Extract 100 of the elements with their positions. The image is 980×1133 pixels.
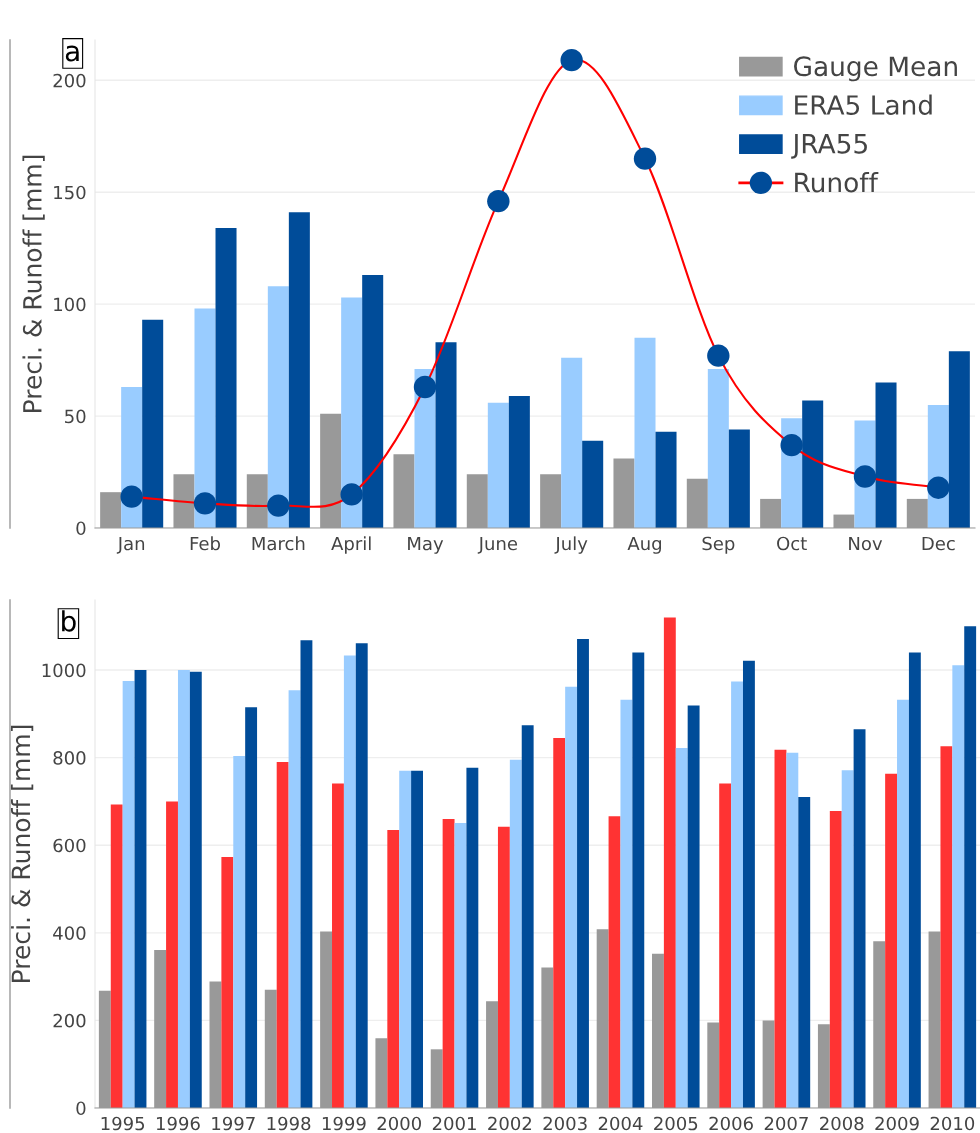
bar (675, 748, 688, 1108)
x-tick-label: 2004 (598, 1116, 643, 1131)
bar (194, 308, 216, 528)
bar (267, 286, 289, 528)
bar (798, 797, 811, 1108)
text: a (65, 45, 79, 62)
y-tick-label: 50 (65, 409, 86, 424)
bar (487, 402, 509, 528)
x-tick-label: 2001 (432, 1116, 476, 1131)
x-tick-label: 1996 (156, 1116, 200, 1131)
bar (841, 770, 854, 1108)
point (633, 147, 657, 170)
point (193, 492, 217, 515)
bar (707, 369, 729, 528)
y-tick-label: 600 (53, 838, 86, 853)
bar (608, 816, 621, 1108)
bar (134, 670, 147, 1108)
bar (466, 767, 479, 1108)
y-axis-title: Preci. & Runoff [mm] (22, 155, 45, 412)
x-tick-label: 2009 (875, 1116, 919, 1131)
text: b (62, 610, 76, 632)
bar (655, 431, 677, 528)
y-tick-label: 150 (54, 185, 86, 200)
bar (276, 762, 289, 1108)
x-tick-label: 2000 (377, 1116, 421, 1131)
bar (300, 640, 313, 1108)
bar (411, 770, 423, 1108)
point (267, 494, 290, 517)
bar (565, 686, 578, 1108)
bar (245, 707, 258, 1108)
point (340, 483, 363, 506)
bar (774, 749, 787, 1108)
bar (341, 297, 363, 528)
x-tick-label: 1998 (267, 1116, 311, 1131)
x-tick-label: 1997 (212, 1116, 255, 1131)
y-tick-label: 100 (54, 297, 86, 312)
bar (288, 690, 301, 1108)
bar (355, 643, 368, 1108)
y-tick-label: 200 (53, 1013, 86, 1028)
x-tick-label: 2003 (543, 1116, 587, 1131)
x-tick-label: 2002 (488, 1116, 532, 1131)
point (560, 48, 583, 72)
point (927, 476, 950, 499)
y-tick-label: 1000 (42, 663, 86, 678)
y-tick-label: 200 (53, 73, 86, 88)
x-tick-label: March (252, 536, 305, 551)
x-tick-label: 1995 (101, 1116, 145, 1131)
y-tick-label: 0 (76, 1101, 86, 1116)
x-tick-label: Aug (627, 536, 661, 554)
point (707, 344, 730, 367)
bar (233, 755, 246, 1108)
bar (687, 705, 700, 1108)
bar (620, 699, 633, 1108)
x-tick-label: Nov (849, 536, 883, 551)
bar (829, 811, 842, 1108)
bar (885, 773, 898, 1108)
bar (110, 804, 123, 1108)
x-tick-label: Sep (702, 536, 735, 554)
bar (177, 670, 190, 1108)
bar (964, 626, 977, 1108)
bar (786, 752, 799, 1108)
bar (719, 783, 732, 1108)
legend-label: ERA5 Land (795, 94, 932, 115)
point (120, 485, 143, 508)
bar (940, 746, 953, 1108)
bar (634, 337, 656, 528)
x-tick-label: May (408, 536, 444, 554)
bar (553, 737, 566, 1108)
x-tick-label: 2006 (709, 1116, 753, 1131)
y-tick-label: 400 (53, 926, 86, 940)
x-tick-label: 2010 (930, 1116, 975, 1131)
bar (728, 429, 750, 528)
x-tick-label: Feb (190, 536, 220, 551)
x-tick-label: June (477, 536, 518, 554)
bar (509, 759, 522, 1108)
bar (952, 665, 965, 1108)
bar (221, 857, 234, 1108)
point (780, 433, 803, 457)
bar (387, 829, 400, 1108)
bar (632, 652, 645, 1108)
x-tick-label: 2007 (764, 1116, 808, 1131)
y-tick-label: 0 (76, 521, 86, 536)
point (487, 189, 510, 213)
bar (166, 801, 178, 1108)
bar (508, 395, 530, 528)
y-tick-label: 800 (53, 751, 86, 765)
bar (497, 826, 510, 1108)
bar (897, 699, 909, 1108)
bar (663, 617, 676, 1108)
bar (442, 818, 455, 1108)
legend-label: Gauge Mean (794, 56, 957, 82)
x-tick-label: July (554, 536, 588, 554)
legend-label: Runoff (795, 172, 879, 193)
point (853, 465, 877, 488)
bar (332, 783, 344, 1108)
bar (521, 725, 534, 1108)
bar (561, 357, 583, 528)
point (413, 375, 437, 399)
bar (122, 681, 135, 1108)
x-tick-label: 1999 (322, 1116, 366, 1131)
